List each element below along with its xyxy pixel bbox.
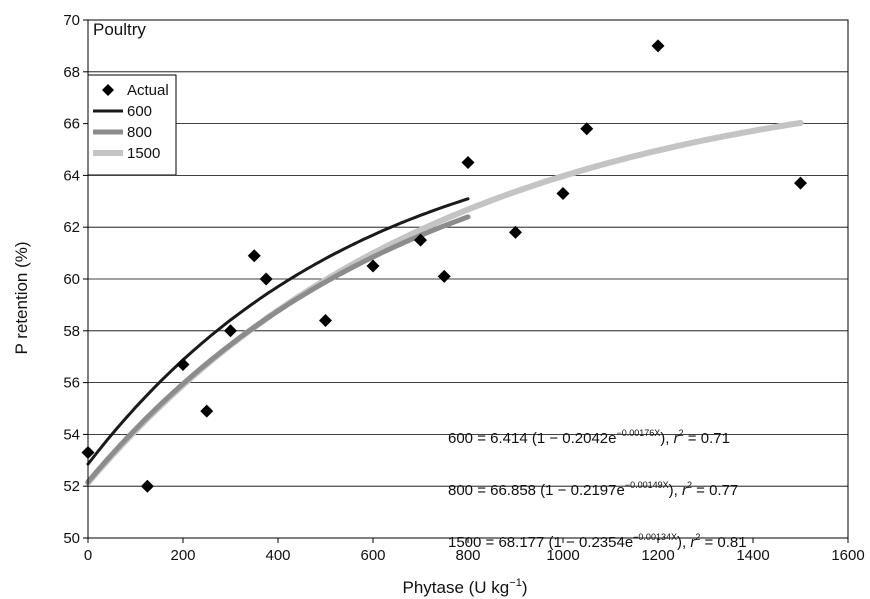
- y-tick-label: 60: [63, 271, 80, 288]
- y-axis-label: P retention (%): [12, 241, 31, 354]
- x-axis-label-main: Phytase (U kg: [403, 578, 510, 597]
- data-point: [140, 479, 154, 493]
- y-tick-label: 64: [63, 167, 80, 184]
- x-axis-label-sup: −1: [509, 577, 522, 589]
- gridlines: [88, 19, 848, 539]
- data-point: [651, 39, 665, 53]
- x-tick-label: 1000: [546, 547, 579, 564]
- data-point: [176, 357, 190, 371]
- data-point: [200, 404, 214, 418]
- legend-marker-actual: [102, 84, 114, 96]
- equation-annotation: 1500 = 68.177 (1 − 0.2354e−0.00134X), r2…: [448, 532, 747, 551]
- data-point: [414, 233, 427, 247]
- legend-box: [87, 74, 177, 176]
- panel-label: Poultry: [93, 20, 146, 39]
- equation-annotation: 600 = 6.414 (1 − 0.2042e−0.00176X), r2 =…: [448, 428, 730, 447]
- legend: Actual 600 800 1500: [87, 74, 177, 176]
- fit-curve-600: [86, 197, 470, 466]
- data-point: [259, 272, 273, 286]
- x-tick-label: 1400: [736, 547, 769, 564]
- x-tick-label: 400: [265, 547, 290, 564]
- fit-curve-800: [85, 214, 471, 485]
- x-tick-label: 200: [170, 547, 195, 564]
- y-tick-label: 58: [63, 323, 80, 340]
- equation-annotation: 800 = 66.858 (1 − 0.2197e−0.00149X), r2 …: [448, 480, 738, 499]
- x-tick-label: 600: [360, 547, 385, 564]
- y-tick-label: 70: [63, 12, 80, 29]
- y-tick-label: 66: [63, 116, 80, 133]
- x-axis-label: Phytase (U kg−1): [403, 577, 528, 597]
- x-tick-label: 1600: [831, 547, 864, 564]
- legend-label-800: 800: [127, 124, 152, 141]
- y-tick-label: 52: [63, 478, 80, 495]
- data-point: [794, 176, 807, 190]
- legend-label-actual: Actual: [127, 82, 169, 99]
- data-point: [366, 259, 380, 273]
- data-point: [509, 225, 522, 239]
- x-axis-label-end: ): [522, 578, 528, 597]
- x-axis-ticks: 0 200 400 600 800 1000 1200 1400 1600: [84, 538, 865, 564]
- legend-label-1500: 1500: [127, 145, 160, 162]
- equation-annotations: 600 = 6.414 (1 − 0.2042e−0.00176X), r2 =…: [448, 428, 747, 551]
- y-tick-label: 62: [63, 219, 80, 236]
- data-point: [224, 324, 237, 338]
- fit-curve-1500: [85, 119, 804, 486]
- data-point: [319, 313, 332, 327]
- y-tick-label: 50: [63, 530, 80, 547]
- data-points: [81, 39, 807, 493]
- y-tick-label: 56: [63, 375, 80, 392]
- x-tick-label: 1200: [641, 547, 674, 564]
- legend-label-600: 600: [127, 103, 152, 120]
- x-tick-label: 0: [84, 547, 92, 564]
- data-point: [580, 122, 594, 136]
- data-point: [556, 187, 570, 201]
- fit-curves: [85, 119, 804, 486]
- data-point: [461, 155, 475, 169]
- y-tick-label: 54: [63, 426, 80, 443]
- data-point: [247, 249, 261, 263]
- data-point: [437, 269, 451, 283]
- x-tick-label: 800: [455, 547, 480, 564]
- y-axis-ticks: 50 52 54 56 58 60 62 64 66 68 70: [63, 12, 88, 547]
- y-tick-label: 68: [63, 64, 80, 81]
